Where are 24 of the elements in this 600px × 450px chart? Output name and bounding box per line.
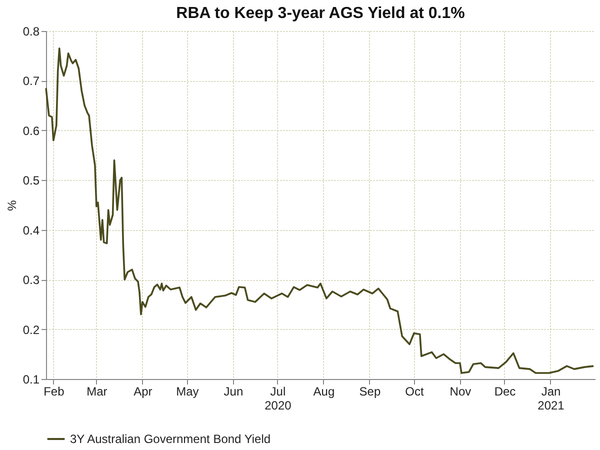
x-tick-label: Nov bbox=[450, 384, 472, 398]
y-tick-label: 0.1 bbox=[22, 372, 40, 386]
x-tick-label: Sep bbox=[359, 384, 381, 398]
legend-label: 3Y Australian Government Bond Yield bbox=[70, 432, 271, 446]
y-tick-label: 0.3 bbox=[22, 273, 40, 288]
y-tick-label: 0.5 bbox=[22, 174, 40, 188]
line-series bbox=[45, 48, 594, 374]
chart-title: RBA to Keep 3-year AGS Yield at 0.1% bbox=[176, 5, 465, 22]
x-tick-label: Apr bbox=[134, 384, 152, 398]
y-tick-label: 0.8 bbox=[22, 24, 40, 38]
x-tick-label: Jul 2020 bbox=[264, 384, 292, 412]
x-tick-label: Mar bbox=[86, 384, 108, 398]
y-tick-label: 0.4 bbox=[22, 223, 40, 238]
x-tick-label: May bbox=[176, 384, 199, 398]
x-tick-label: Oct bbox=[405, 384, 424, 398]
y-tick-label: 0.7 bbox=[22, 74, 40, 88]
x-tick-label: Jan 2021 bbox=[538, 384, 565, 412]
y-axis-title: % bbox=[4, 200, 19, 211]
x-tick-label: Aug bbox=[313, 384, 335, 398]
x-tick-label: Jun bbox=[224, 384, 244, 398]
x-tick-label: Dec bbox=[494, 384, 516, 398]
y-tick-label: 0.6 bbox=[22, 124, 40, 138]
x-tick-label: Feb bbox=[44, 384, 65, 398]
y-tick-label: 0.2 bbox=[22, 322, 40, 337]
